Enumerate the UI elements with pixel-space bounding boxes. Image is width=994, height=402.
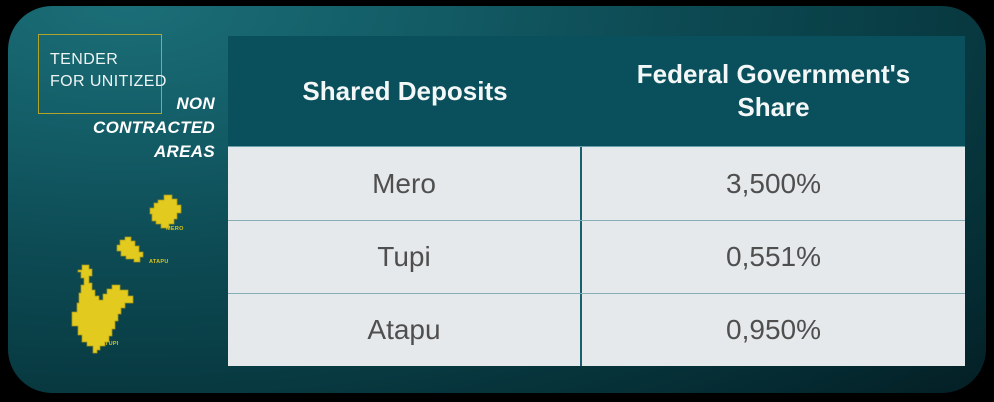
subtitle-non-contracted-areas: NON CONTRACTED AREAS (93, 92, 215, 164)
cell-share-mero: 3,500% (726, 167, 821, 199)
deposits-table: Shared Deposits Federal Government's Sha… (228, 36, 965, 366)
table-row-atapu: Atapu 0,950% (228, 293, 965, 366)
table-header-row: Shared Deposits Federal Government's Sha… (228, 36, 965, 146)
subtitle-line1: NON (176, 94, 215, 113)
field-label-atapu: ATAPU (149, 259, 169, 265)
column-header-shared-deposits-label: Shared Deposits (302, 75, 508, 106)
cell-deposit-mero: Mero (228, 147, 582, 220)
cell-deposit-tupi: Tupi (228, 221, 582, 293)
field-label-mero: MERO (166, 226, 184, 232)
tender-badge: TENDER FOR UNITIZED (38, 34, 167, 114)
tender-badge-line2: FOR UNITIZED (50, 73, 167, 90)
field-label-tupi: TUPI (105, 341, 119, 347)
table-row-tupi: Tupi 0,551% (228, 220, 965, 293)
subtitle-line3: AREAS (153, 142, 215, 161)
table-body: Mero 3,500% Tupi 0,551% Atapu 0,950% (228, 146, 965, 366)
field-shape-mero (149, 194, 182, 229)
map-graphic: MERO ATAPU TUPI (71, 194, 184, 354)
column-header-shared-deposits: Shared Deposits (228, 36, 582, 146)
column-header-federal-share: Federal Government's Share (582, 36, 965, 146)
subtitle-line2: CONTRACTED (93, 118, 215, 137)
table-row-mero: Mero 3,500% (228, 147, 965, 220)
cell-share-tupi: 0,551% (726, 241, 821, 272)
column-header-federal-share-label: Federal Government's Share (636, 59, 911, 122)
tender-badge-line1: TENDER (50, 51, 119, 68)
field-shape-atapu (116, 236, 144, 263)
cell-share-atapu: 0,950% (726, 314, 821, 345)
cell-deposit-atapu: Atapu (228, 294, 582, 366)
field-shape-tupi (71, 264, 134, 354)
